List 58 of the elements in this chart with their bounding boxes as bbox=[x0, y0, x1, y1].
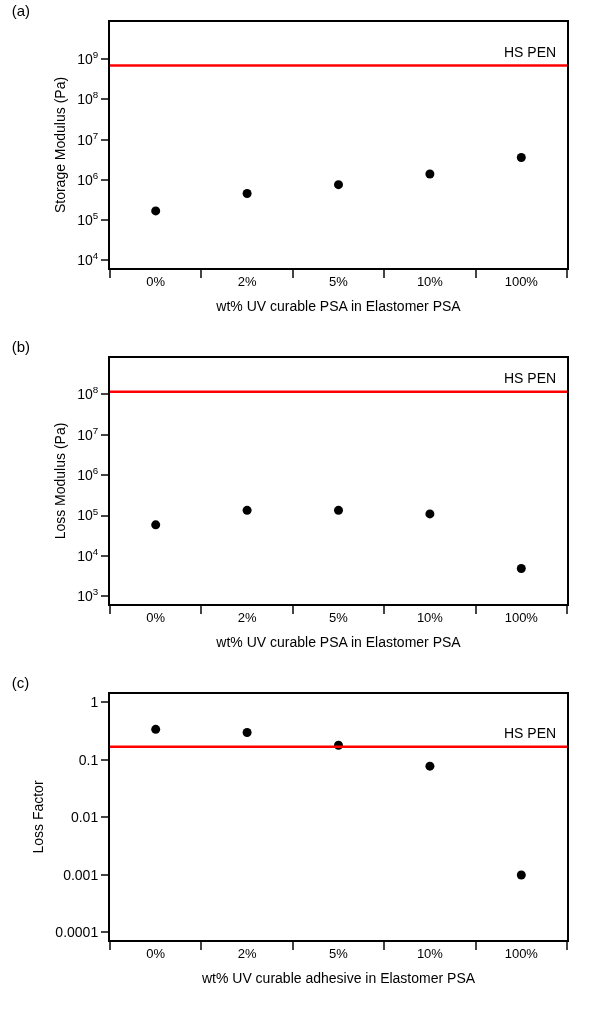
point bbox=[242, 727, 252, 737]
y-tick-label: 10$^{5}$ bbox=[77, 505, 99, 524]
y-tick-label: 10$^{7}$ bbox=[77, 424, 99, 443]
y-tick-label: 10$^{8}$ bbox=[77, 384, 99, 403]
x-tick-label: 100% bbox=[504, 945, 539, 961]
x-axis-title: wt% UV curable PSA in Elastomer PSA bbox=[215, 298, 462, 315]
y-tick-label: 10$^{6}$ bbox=[77, 169, 99, 188]
chart-title: (c) bbox=[11, 673, 30, 691]
y-tick-label: 10$^{5}$ bbox=[77, 210, 99, 229]
point bbox=[334, 505, 343, 515]
y-tick-label: 10$^{6}$ bbox=[77, 465, 99, 484]
y-tick-label: 10$^{4}$ bbox=[77, 546, 99, 564]
chart-title: (b) bbox=[11, 337, 31, 355]
x-tick-label: 100% bbox=[504, 609, 539, 625]
point bbox=[516, 564, 526, 574]
y-axis-title: Loss Factor bbox=[30, 780, 47, 854]
x-tick-label: 100% bbox=[504, 273, 539, 289]
y-tick-label: 10$^{9}$ bbox=[77, 49, 99, 67]
y-tick-label: 1 bbox=[90, 694, 99, 711]
y-tick-label: 10$^{8}$ bbox=[77, 89, 99, 108]
x-tick-label: 0% bbox=[146, 945, 166, 961]
ref-line-label: HS PEN bbox=[504, 725, 557, 741]
y-tick-label: 0.01 bbox=[70, 809, 99, 826]
ref-line-label: HS PEN bbox=[504, 370, 557, 386]
point bbox=[242, 505, 252, 515]
point bbox=[425, 761, 435, 771]
chart-title: (a) bbox=[11, 1, 31, 19]
x-tick-label: 0% bbox=[146, 273, 166, 289]
point bbox=[151, 724, 161, 734]
y-tick-label: 0.001 bbox=[63, 866, 99, 883]
x-tick-label: 5% bbox=[329, 609, 349, 625]
y-tick-label: 10$^{3}$ bbox=[77, 586, 99, 605]
x-tick-label: 5% bbox=[329, 945, 349, 961]
point bbox=[151, 206, 161, 216]
point bbox=[334, 180, 343, 190]
y-axis-title: Storage Modulus (Pa) bbox=[52, 76, 69, 214]
y-tick-label: 10$^{4}$ bbox=[77, 250, 99, 269]
x-tick-label: 2% bbox=[237, 273, 257, 289]
x-tick-label: 0% bbox=[146, 609, 166, 625]
y-tick-label: 10$^{7}$ bbox=[77, 129, 99, 148]
point bbox=[242, 188, 252, 198]
x-tick-label: 5% bbox=[329, 273, 349, 289]
point bbox=[425, 169, 435, 179]
point bbox=[151, 520, 161, 530]
ref-line-label: HS PEN bbox=[504, 44, 557, 60]
y-axis-title: Loss Modulus (Pa) bbox=[52, 422, 69, 540]
x-tick-label: 2% bbox=[237, 945, 257, 961]
point bbox=[425, 509, 435, 519]
x-axis-title: wt% UV curable PSA in Elastomer PSA bbox=[215, 634, 462, 651]
y-tick-label: 0.0001 bbox=[55, 924, 99, 941]
x-tick-label: 10% bbox=[416, 273, 444, 289]
point bbox=[516, 152, 526, 162]
x-axis-title: wt% UV curable adhesive in Elastomer PSA bbox=[200, 970, 476, 987]
point bbox=[516, 870, 526, 880]
x-tick-label: 2% bbox=[237, 609, 257, 625]
y-tick-label: 0.1 bbox=[78, 751, 99, 768]
x-tick-label: 10% bbox=[416, 945, 444, 961]
x-tick-label: 10% bbox=[416, 609, 444, 625]
